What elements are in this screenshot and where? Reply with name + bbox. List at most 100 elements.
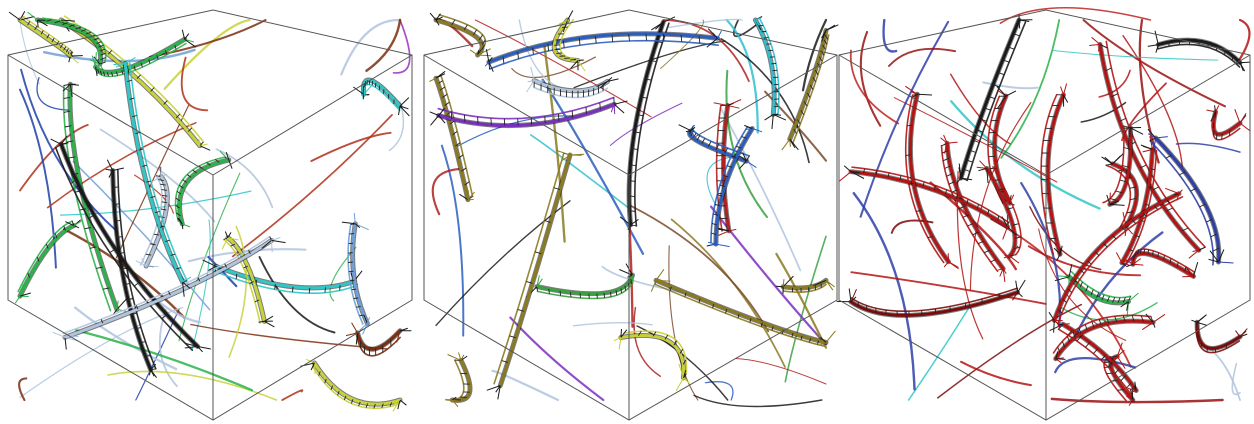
fiber-crosslink [102,287,110,290]
fiber-branch [789,138,799,151]
fiber-branch [362,323,368,335]
fiber-crosslink [1122,297,1126,303]
fiber-branch [613,103,625,114]
fiber-crosslink [451,19,456,26]
fiber-crosslink [1140,315,1144,322]
fiber-crosslink [153,233,160,236]
fiber-branch [996,86,1007,97]
fiber-branch [620,328,622,338]
fiber-bundle [1054,319,1155,361]
fiber-branch [728,228,737,232]
fiber-crosslink [175,204,180,209]
fiber-branch [997,95,1007,109]
thin-fiber [1050,397,1224,404]
fiber-crosslink [140,341,146,344]
fiber-branch [1147,133,1156,139]
fiber-branch [397,399,401,410]
fiber-crosslink [165,50,168,55]
fiber-crosslink [381,403,384,409]
fiber-branch [438,107,446,116]
fiber-crosslink [348,261,353,263]
fiber-crosslink [1067,288,1073,293]
fiber-branch [435,73,446,79]
fiber-branch [607,78,619,82]
fiber-branch [1121,262,1130,266]
fiber-branch [825,279,831,285]
fiber-crosslink [509,335,516,339]
thin-fiber [969,102,1032,292]
fiber-branch [146,265,159,268]
fiber-crosslink [1100,354,1106,361]
fiber-crosslink [373,403,376,409]
fiber-branch [749,128,753,135]
fiber-branch [392,399,401,406]
fiber-strand [654,283,826,348]
fiber-crosslink [650,60,657,63]
fiber-branch [451,399,459,408]
fiber-crosslink [1014,236,1022,239]
fiber-branch [848,288,852,302]
fiber-crosslink [96,266,103,269]
fiber-crosslink [1195,322,1198,327]
fiber-crosslink [109,248,116,253]
fiber-crosslink [64,125,72,128]
fiber-branch [1155,44,1159,53]
fiber-crosslink [517,51,519,59]
fiber-crosslink [269,236,272,241]
fiber-branch [613,104,616,115]
fiber-branch [943,261,949,268]
fiber-branch [917,93,933,96]
fiber-branch [184,38,195,43]
fiber-crosslink [1225,344,1228,349]
fiber-crosslink [1002,59,1010,63]
fiber-branch [1109,203,1125,206]
fiber-crosslink [343,395,347,401]
fiber-crosslink [800,335,803,340]
fiber-crosslink [55,143,62,149]
fiber-branch [497,385,501,400]
fiber-branch [435,77,441,86]
thin-fiber [719,107,802,272]
fiber-branch [399,105,410,117]
fiber-branch [1178,189,1183,194]
fiber-crosslink [1119,179,1127,183]
fiber-crosslink [1057,346,1061,353]
fiber-branch [70,55,79,64]
fiber-crosslink [610,291,612,297]
fiber-branch [8,11,21,21]
fiber-branch [1060,86,1064,96]
fiber-branch [19,15,25,21]
fiber-branch [202,259,217,267]
fiber-branch [570,60,579,69]
cube-inner-edge [423,54,630,176]
fiber-network-left [8,10,412,412]
fiber-crosslink [922,181,925,187]
fiber-crosslink [645,78,652,81]
fiber-branch [1015,280,1019,293]
fiber-crosslink [1079,281,1083,288]
fiber-bundle [654,278,828,344]
fiber-crosslink [630,164,637,167]
fiber-crosslink [987,209,990,215]
thin-fiber [733,19,760,38]
thin-fiber [1060,302,1158,321]
fiber-branch [555,149,571,156]
fiber-crosslink [1131,315,1135,322]
fiber-bundle [63,238,273,339]
fiber-crosslink [337,391,340,396]
fiber-crosslink [111,72,114,77]
fiber-branch [199,143,208,147]
fiber-crosslink [737,313,740,319]
fiber-branch [477,48,491,56]
fiber-crosslink [1206,218,1213,223]
fiber-branch [1126,263,1134,268]
fiber-branch [219,150,230,161]
fiber-crosslink [348,270,354,273]
fiber-branch [95,66,98,76]
fiber-bundle [619,333,686,380]
fiber-crosslink [1085,285,1089,292]
fiber-branch [1193,262,1199,277]
fiber-crosslink [461,167,467,172]
fiber-branch [1053,247,1061,255]
